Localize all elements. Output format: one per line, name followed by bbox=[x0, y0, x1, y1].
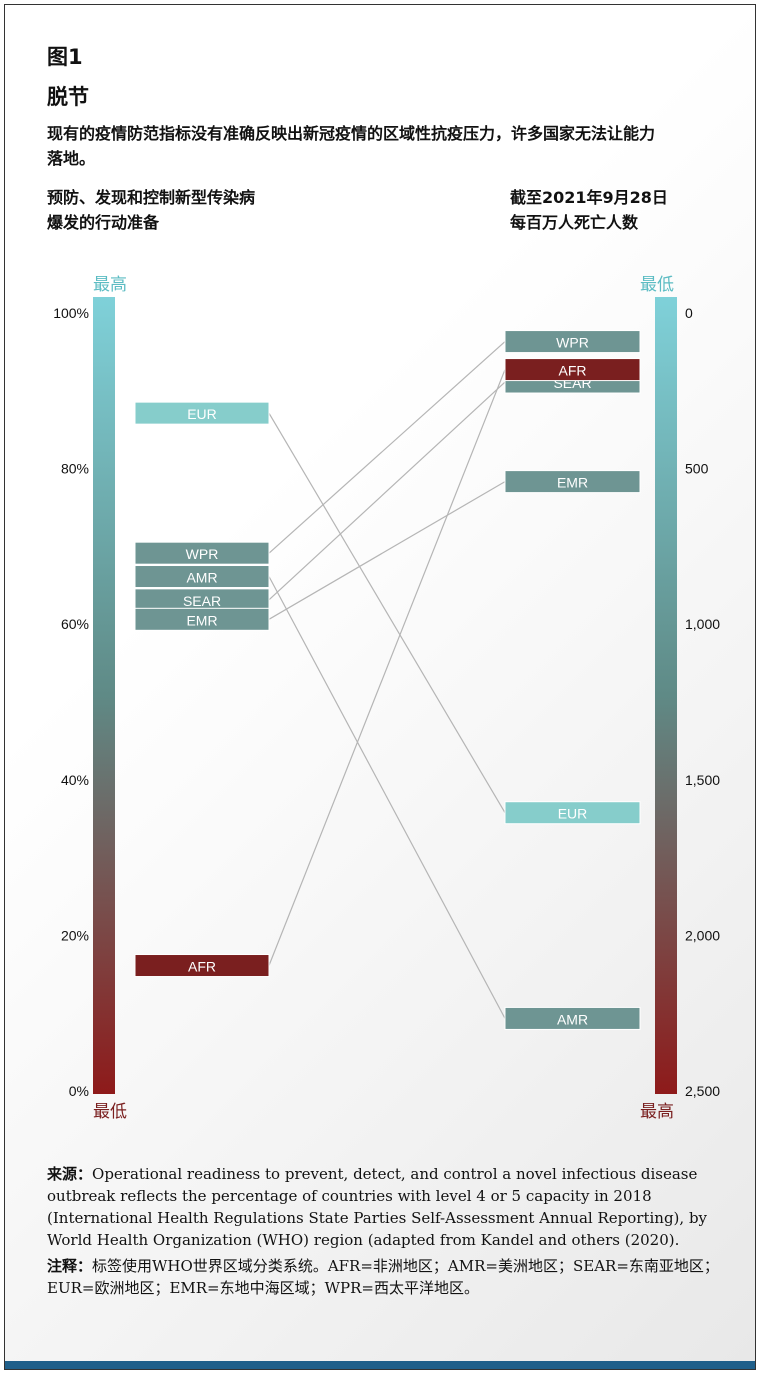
connector-line bbox=[268, 576, 506, 1019]
left-tick-label: 40% bbox=[61, 772, 89, 788]
right-box-amr bbox=[504, 1006, 641, 1030]
source-note: 来源：Operational readiness to prevent, det… bbox=[47, 1163, 722, 1251]
right-box-label-amr: AMR bbox=[557, 1011, 588, 1027]
right-top-label: 最低 bbox=[640, 275, 674, 295]
left-tick-label: 60% bbox=[61, 616, 89, 632]
right-box-emr bbox=[504, 470, 641, 494]
right-tick-label: 1,000 bbox=[685, 616, 720, 632]
left-axis-ticks: 100% 80% 60% 40% 20% 0% bbox=[53, 305, 89, 1099]
connector-line bbox=[268, 341, 506, 554]
right-box-eur bbox=[504, 801, 641, 825]
left-box-label-emr: EMR bbox=[186, 612, 217, 628]
right-tick-label: 500 bbox=[685, 461, 709, 477]
left-box-amr bbox=[134, 565, 270, 589]
footnote: 注释：标签使用WHO世界区域分类系统。AFR=非洲地区；AMR=美洲地区；SEA… bbox=[47, 1255, 722, 1299]
left-tick-label: 0% bbox=[69, 1083, 89, 1099]
right-box-wpr bbox=[504, 330, 641, 354]
left-tick-label: 80% bbox=[61, 461, 89, 477]
connector-lines bbox=[268, 341, 506, 1019]
right-axis-heading: 截至2021年9月28日 每百万人死亡人数 bbox=[510, 185, 710, 235]
right-box-label-emr: EMR bbox=[557, 475, 588, 491]
right-tick-label: 2,000 bbox=[685, 927, 720, 943]
connector-line bbox=[268, 412, 506, 814]
left-top-label: 最高 bbox=[93, 275, 127, 295]
note-text: 标签使用WHO世界区域分类系统。AFR=非洲地区；AMR=美洲地区；SEAR=东… bbox=[47, 1257, 719, 1297]
right-box-label-eur: EUR bbox=[558, 806, 588, 822]
connector-line bbox=[268, 481, 506, 620]
left-box-emr bbox=[134, 607, 270, 631]
note-label: 注释： bbox=[47, 1257, 93, 1275]
right-box-label-wpr: WPR bbox=[556, 335, 589, 351]
right-box-afr bbox=[504, 358, 641, 382]
left-box-eur bbox=[134, 401, 270, 425]
figure-subtitle: 现有的疫情防范指标没有准确反映出新冠疫情的区域性抗疫压力，许多国家无法让能力落地… bbox=[47, 124, 656, 168]
figure-panel: 图1 脱节 现有的疫情防范指标没有准确反映出新冠疫情的区域性抗疫压力，许多国家无… bbox=[4, 4, 756, 1370]
source-text: Operational readiness to prevent, detect… bbox=[47, 1165, 708, 1249]
source-label: 来源： bbox=[47, 1165, 93, 1183]
right-tick-label: 0 bbox=[685, 305, 693, 321]
right-bottom-label: 最高 bbox=[640, 1102, 674, 1122]
left-tick-label: 20% bbox=[61, 927, 89, 943]
left-box-label-afr: AFR bbox=[188, 959, 216, 975]
left-box-wpr bbox=[134, 541, 270, 565]
left-tick-label: 100% bbox=[53, 305, 89, 321]
left-box-label-amr: AMR bbox=[186, 570, 217, 586]
slope-chart: 最高 最低 最低 最高 100% 80% 60% 40% 20% 0% 0 500 1,000… bbox=[53, 275, 720, 1122]
bottom-accent-bar bbox=[5, 1361, 755, 1369]
left-box-label-sear: SEAR bbox=[183, 593, 221, 609]
left-box-label-eur: EUR bbox=[187, 406, 217, 422]
right-heading-line1: 截至2021年9月28日 bbox=[510, 188, 668, 207]
left-scale-bar bbox=[93, 297, 115, 1094]
left-bottom-label: 最低 bbox=[93, 1102, 127, 1122]
right-tick-label: 1,500 bbox=[685, 772, 720, 788]
left-axis-heading: 预防、发现和控制新型传染病爆发的行动准备 bbox=[47, 188, 256, 232]
left-box-label-wpr: WPR bbox=[186, 546, 219, 562]
right-heading-line2: 每百万人死亡人数 bbox=[510, 213, 639, 232]
right-box-label-afr: AFR bbox=[559, 363, 587, 379]
right-axis-ticks: 0 500 1,000 1,500 2,000 2,500 bbox=[685, 305, 720, 1099]
figure-label: 图1 bbox=[47, 45, 83, 69]
left-region-boxes: EUR WPR AMR SEAR EMR AFR bbox=[134, 401, 270, 978]
connector-line bbox=[268, 369, 506, 966]
connector-line bbox=[268, 381, 506, 601]
right-tick-label: 2,500 bbox=[685, 1083, 720, 1099]
left-box-afr bbox=[134, 954, 270, 978]
figure-title: 脱节 bbox=[47, 85, 89, 109]
right-scale-bar bbox=[655, 297, 677, 1094]
